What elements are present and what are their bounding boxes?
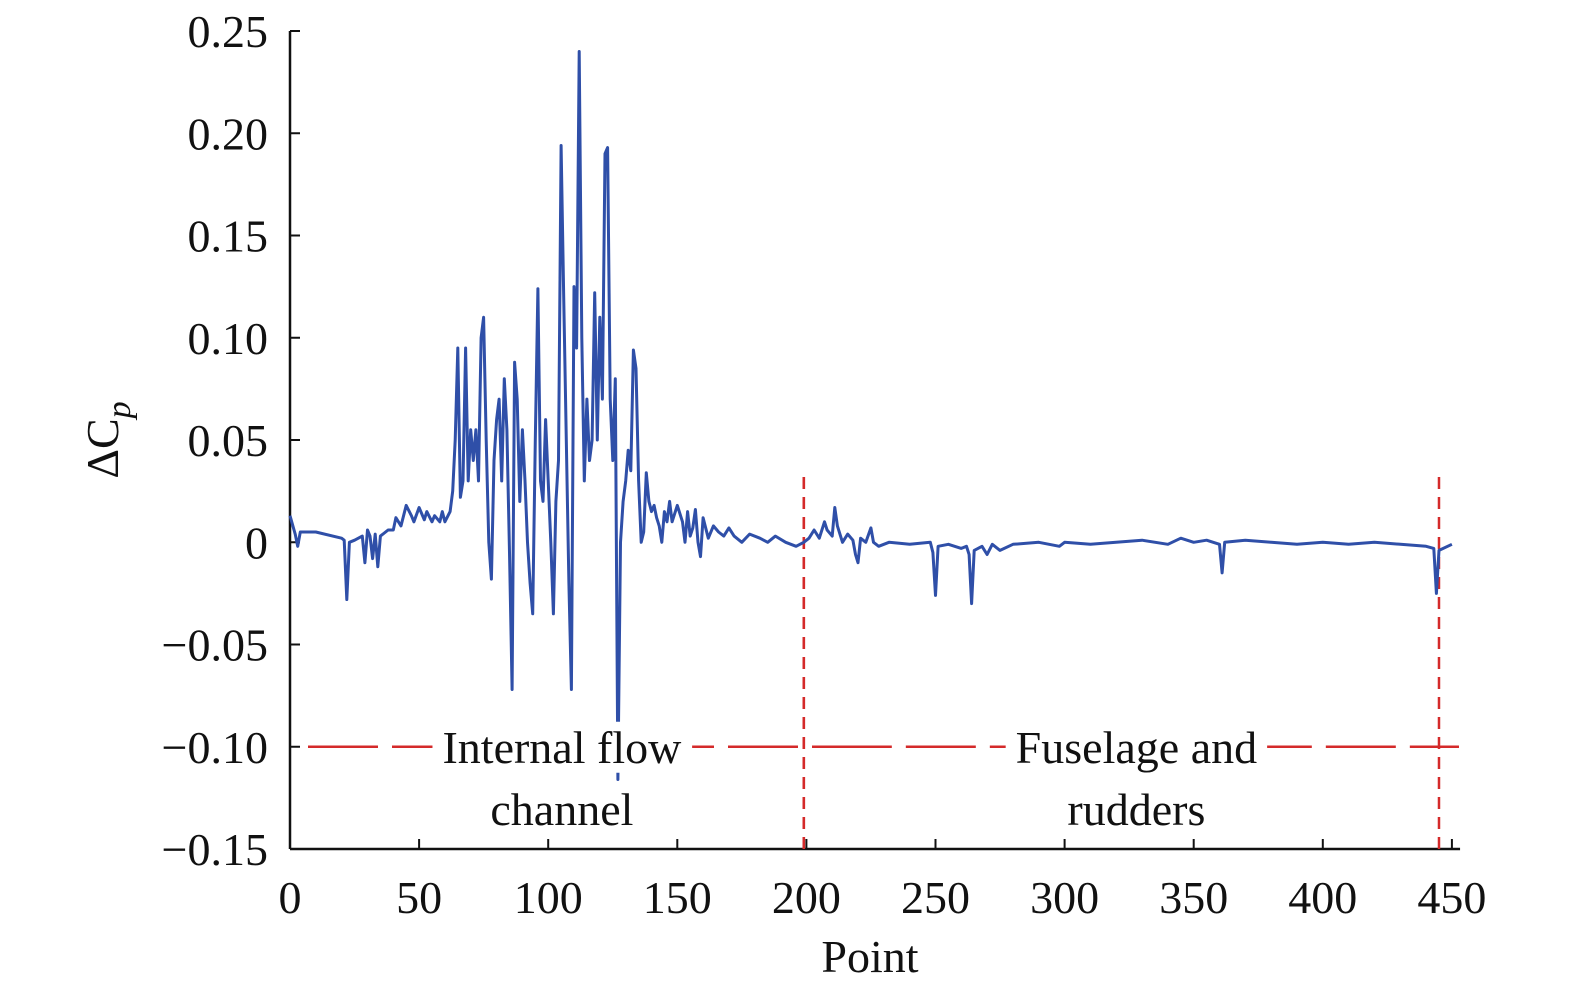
y-label-sub: p <box>101 401 138 420</box>
x-tick-label: 0 <box>279 872 302 923</box>
region-label-bg <box>1005 721 1268 773</box>
y-tick-label: 0.25 <box>188 6 269 57</box>
x-axis-label: Point <box>821 931 918 982</box>
x-tick-label: 400 <box>1288 872 1357 923</box>
y-tick-label: 0.05 <box>188 415 269 466</box>
x-tick-label: 450 <box>1417 872 1486 923</box>
y-axis-label: ΔCp <box>77 401 138 478</box>
y-tick-label: −0.10 <box>162 722 268 773</box>
region-label: channel <box>490 784 633 835</box>
y-tick-label: −0.05 <box>162 620 268 671</box>
y-tick-label: 0.10 <box>188 313 269 364</box>
y-label-main: ΔC <box>77 418 128 478</box>
x-tick-label: 300 <box>1030 872 1099 923</box>
x-tick-label: 350 <box>1159 872 1228 923</box>
region-label: rudders <box>1067 784 1205 835</box>
x-tick-label: 200 <box>772 872 841 923</box>
x-tick-label: 50 <box>396 872 442 923</box>
region-label: Fuselage and <box>1016 722 1257 773</box>
y-tick-label: −0.15 <box>162 824 268 875</box>
region-label-bg <box>432 721 693 773</box>
y-tick-label: 0 <box>245 517 268 568</box>
x-tick-label: 150 <box>643 872 712 923</box>
region-label: Internal flow <box>442 722 682 773</box>
y-tick-label: 0.15 <box>188 211 269 262</box>
data-line <box>288 50 1453 781</box>
y-tick-label: 0.20 <box>188 108 269 159</box>
x-tick-label: 100 <box>514 872 583 923</box>
x-tick-label: 250 <box>901 872 970 923</box>
